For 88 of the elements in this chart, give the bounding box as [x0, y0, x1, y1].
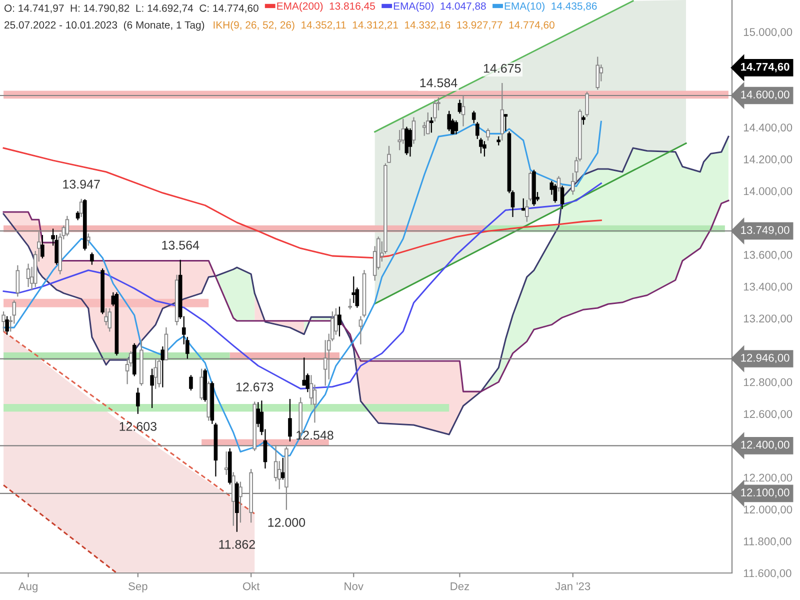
- y-tick-label: 14.400,00: [744, 124, 792, 133]
- candlestick: [412, 117, 416, 144]
- candlestick: [338, 306, 342, 336]
- annotation: 25.07.2022 - 10.01.2023 (6 Monate, 1 Tag): [4, 21, 204, 31]
- candlestick: [281, 458, 285, 480]
- candlestick: [86, 233, 90, 246]
- candlestick: [458, 100, 462, 114]
- candlestick: [447, 110, 451, 132]
- line-series: [2, 200, 730, 392]
- candlestick: [79, 198, 84, 218]
- x-tick-label: Jan '23: [555, 582, 590, 590]
- candlestick: [16, 265, 20, 297]
- x-tick-label: Nov: [344, 582, 364, 590]
- y-tick-label: 14.200,00: [744, 155, 792, 165]
- candlestick: [426, 112, 430, 134]
- candlestick: [486, 128, 490, 141]
- x-tick-label: Dez: [450, 582, 470, 590]
- candlestick: [479, 138, 483, 154]
- y-tick-label: 11.600,00: [744, 569, 792, 578]
- candlestick: [430, 117, 434, 133]
- ref-line-label: 12.100,00: [741, 488, 790, 498]
- ref-line-label: 13.749,00: [741, 226, 790, 236]
- candlestick: [553, 184, 558, 203]
- line-series: [2, 147, 602, 259]
- candlestick: [150, 368, 154, 408]
- candlestick: [189, 375, 193, 391]
- candlestick: [475, 122, 480, 140]
- annotation: 13.564: [162, 240, 200, 250]
- y-tick-label: 12.600,00: [744, 410, 792, 420]
- ref-line-label: 12.946,00: [741, 354, 790, 364]
- candlestick: [108, 308, 112, 332]
- y-tick-label: 14.000,00: [744, 187, 792, 196]
- annotation: 14.675: [484, 64, 521, 73]
- candlestick: [596, 56, 600, 90]
- annotation: 12.000: [268, 518, 306, 527]
- candlestick: [408, 128, 412, 157]
- candlestick: [387, 146, 391, 163]
- ref-line-label: 14.600,00: [741, 90, 790, 100]
- y-tick-label: 12.800,00: [744, 378, 792, 388]
- ref-line-label: 12.400,00: [741, 440, 790, 450]
- candlestick: [302, 358, 306, 386]
- y-tick-label: 13.200,00: [744, 314, 792, 324]
- candlestick: [358, 316, 363, 344]
- candlestick: [90, 252, 94, 265]
- candlestick: [482, 141, 486, 157]
- candlestick: [348, 298, 352, 310]
- annotation: 11.862: [219, 540, 255, 549]
- candlestick: [5, 316, 9, 335]
- candlestick: [26, 264, 30, 288]
- candlestick: [556, 176, 561, 192]
- y-tick-label: 13.400,00: [744, 282, 792, 292]
- candlestick: [12, 300, 16, 324]
- candlestick: [521, 198, 526, 211]
- candlestick: [433, 100, 437, 122]
- annotation: IKH(9, 26, 52, 26) 14.352,11 14.312,21 14.332,16 13.927,77 14.774,60: [214, 21, 554, 31]
- candlestick: [2, 311, 6, 332]
- legend-label: EMA(200) 13.816,45: [277, 2, 375, 12]
- legend-label: EMA(50) 14.047,88: [394, 2, 486, 12]
- candlestick: [40, 235, 44, 258]
- y-tick-label: 11.800,00: [744, 537, 792, 547]
- candlestick: [404, 126, 409, 155]
- candlestick: [454, 120, 458, 134]
- y-tick-label: 12.000,00: [744, 506, 792, 515]
- y-tick-label: 12.200,00: [744, 474, 792, 483]
- candlestick: [104, 308, 108, 326]
- annotation: 14.584: [420, 78, 458, 88]
- candlestick: [472, 110, 476, 124]
- candlestick: [288, 398, 292, 442]
- y-tick-label: 13.600,00: [744, 250, 792, 260]
- candlestick: [136, 388, 140, 414]
- x-tick-label: Okt: [242, 582, 260, 590]
- candlestick: [160, 346, 165, 388]
- candlestick: [560, 186, 564, 210]
- annotation: 12.603: [120, 422, 156, 431]
- candlestick: [504, 114, 508, 132]
- annotation: 13.947: [63, 180, 100, 189]
- y-tick-label: 15.000,00: [744, 28, 792, 38]
- candlestick: [422, 122, 426, 136]
- text: 14.774,60: [741, 62, 790, 72]
- candlestick: [224, 451, 228, 475]
- legend-label: EMA(10) 14.435,86: [504, 2, 597, 12]
- annotation: O: 14.741,97 H: 14.790,82 L: 14.692,74 C: 14.774,60: [4, 4, 258, 14]
- x-tick-label: Aug: [18, 582, 38, 592]
- candlestick: [352, 276, 356, 303]
- candlestick: [200, 368, 204, 400]
- candlestick: [525, 200, 529, 222]
- x-tick-label: Sep: [128, 582, 148, 592]
- annotation: 12.673: [236, 382, 274, 392]
